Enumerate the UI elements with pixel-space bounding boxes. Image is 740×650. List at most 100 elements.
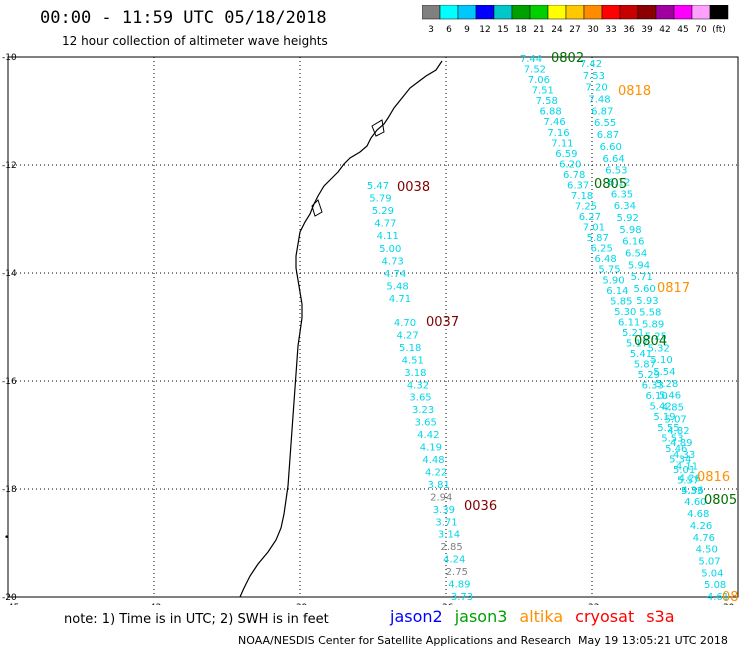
legend-jason2: jason2 [390, 607, 443, 626]
satellite-tracks: 5.475.795.294.774.115.004.734.745.484.71… [367, 54, 729, 603]
wave-height-value: 5.75 [598, 265, 620, 276]
wave-height-value: 7.52 [524, 65, 546, 76]
wave-height-value: 4.82 [667, 426, 689, 437]
wave-height-value: 6.20 [559, 159, 581, 170]
credit-text: NOAA/NESDIS Center for Satellite Applica… [238, 634, 572, 647]
wave-height-value: 6.48 [594, 254, 616, 265]
wave-height-value: 4.61 [707, 592, 729, 603]
wave-height-value: 5.47 [367, 181, 389, 192]
wave-height-value: 4.70 [394, 318, 416, 329]
wave-height-value: 5.10 [650, 355, 672, 366]
color-scale-label: 15 [497, 25, 508, 35]
wave-height-value: 5.48 [386, 281, 408, 292]
color-scale-label: 27 [569, 25, 580, 35]
wave-height-value: 6.64 [602, 154, 624, 165]
wave-height-value: 4.89 [670, 438, 692, 449]
wave-height-value: 5.71 [631, 272, 653, 283]
map-subtitle: 12 hour collection of altimeter wave hei… [62, 34, 328, 48]
wave-height-value: 4.22 [425, 467, 447, 478]
wave-height-value: 5.07 [698, 556, 720, 567]
wave-height-value: 6.27 [579, 212, 601, 223]
legend-s3a: s3a [646, 607, 675, 626]
wave-height-value: 7.46 [543, 117, 565, 128]
wave-height-value: 4.11 [676, 462, 698, 473]
wave-height-value: 3.39 [433, 505, 455, 516]
wave-height-value: 4.26 [690, 521, 712, 532]
color-scale-label: 21 [533, 25, 544, 35]
legend-altika: altika [519, 607, 564, 626]
wave-height-value: 7.58 [536, 96, 558, 107]
pass-time-label: 0816 [697, 470, 730, 485]
pass-time-label: 0818 [618, 84, 651, 99]
wave-height-value: 5.85 [610, 296, 632, 307]
wave-height-value: 5.94 [628, 260, 650, 271]
color-scale-label: 24 [551, 25, 563, 35]
wave-height-value: 7.16 [547, 128, 569, 139]
wave-height-value: 5.28 [656, 379, 678, 390]
pass-time-label: 0805 [594, 177, 627, 192]
wave-height-value: 3.23 [412, 405, 434, 416]
pass-time-label: 0817 [657, 281, 690, 296]
wave-height-value: 5.25 [645, 331, 667, 342]
wave-height-value: 7.42 [580, 59, 602, 70]
wave-height-value: 6.88 [540, 107, 562, 118]
color-scale-label: (ft) [712, 25, 726, 35]
units-note: note: 1) Time is in UTC; 2) SWH is in fe… [64, 612, 329, 627]
color-scale-label: 45 [677, 25, 688, 35]
wave-height-value: 7.20 [586, 83, 608, 94]
wave-height-value: 5.08 [704, 580, 726, 591]
wave-height-value: 4.42 [417, 430, 439, 441]
legend-jason3: jason3 [454, 607, 508, 626]
wave-height-value: 5.92 [617, 213, 639, 224]
wave-height-value: 6.25 [591, 244, 613, 255]
wave-height-value: 5.46 [659, 391, 681, 402]
wave-height-value: 4.60 [684, 497, 706, 508]
color-scale-label: 42 [659, 25, 670, 35]
latitude-label: -12 [2, 161, 17, 171]
wave-height-value: 6.12 [608, 177, 630, 188]
latitude-label: -10 [2, 53, 17, 63]
wave-height-value: 6.87 [597, 130, 619, 141]
wave-height-value: 5.93 [636, 296, 658, 307]
satellite-legend: jason2 jason3 altika cryosat s3a [390, 607, 687, 626]
wave-height-value: 4.32 [407, 380, 429, 391]
edge-mark: • [4, 533, 9, 543]
wave-height-value: 5.90 [602, 275, 624, 286]
wave-height-value: 3.73 [451, 592, 473, 603]
wave-height-value: 5.17 [626, 338, 648, 349]
wave-height-value: 5.98 [619, 225, 641, 236]
wave-height-value: 3.65 [409, 393, 431, 404]
latitude-label: -16 [2, 377, 17, 387]
wave-height-value: 5.21 [622, 328, 644, 339]
wave-height-value: 5.18 [399, 343, 421, 354]
color-scale-label: 6 [446, 25, 452, 35]
wave-height-value: 5.89 [642, 320, 664, 331]
map-title: 00:00 - 11:59 UTC 05/18/2018 [40, 8, 327, 28]
wave-height-value: 7.53 [583, 71, 605, 82]
wave-height-value: 7.48 [588, 95, 610, 106]
wave-height-value: 6.53 [605, 166, 627, 177]
grid-lines [8, 57, 738, 597]
wave-height-value: 6.35 [611, 189, 633, 200]
coast-island [311, 119, 385, 217]
wave-height-value: 5.87 [587, 233, 609, 244]
pass-time-label: 0038 [397, 180, 430, 195]
pass-time-label: 08 [722, 590, 739, 605]
wave-height-value: 4.11 [377, 231, 399, 242]
wave-height-value: 4.51 [402, 355, 424, 366]
wave-height-value: 5.41 [630, 349, 652, 360]
wave-height-value: 6.55 [594, 118, 616, 129]
wave-height-value: 5.55 [657, 423, 679, 434]
pass-time-label: 0804 [634, 334, 667, 349]
wave-height-value: 6.37 [567, 180, 589, 191]
color-scale-label: 70 [695, 25, 707, 35]
wave-height-value: 4.89 [448, 580, 470, 591]
wave-height-value: 5.57 [677, 475, 699, 486]
pass-time-label: 0805 [704, 493, 737, 508]
wave-height-value: 7.25 [575, 202, 597, 213]
color-scale-bar: 3 6 9 12 15 18 21 24 27 30 33 36 39 42 45 70 (ft) [422, 5, 729, 35]
wave-height-value: 6.78 [563, 170, 585, 181]
wave-height-value: 4.76 [693, 533, 715, 544]
wave-height-value: 4.19 [420, 443, 442, 454]
wave-height-value: 5.58 [639, 308, 661, 319]
